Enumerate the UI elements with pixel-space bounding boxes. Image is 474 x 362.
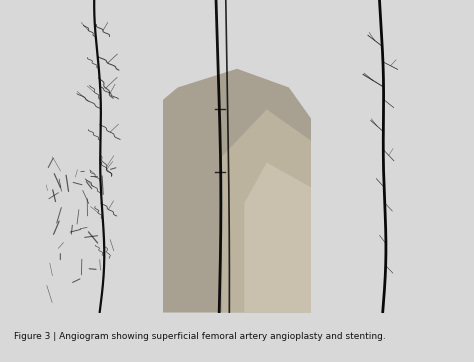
Polygon shape xyxy=(245,163,311,312)
Text: Figure 3 | Angiogram showing superficial femoral artery angioplasty and stenting: Figure 3 | Angiogram showing superficial… xyxy=(14,332,386,341)
Polygon shape xyxy=(222,109,311,312)
Polygon shape xyxy=(163,69,311,312)
